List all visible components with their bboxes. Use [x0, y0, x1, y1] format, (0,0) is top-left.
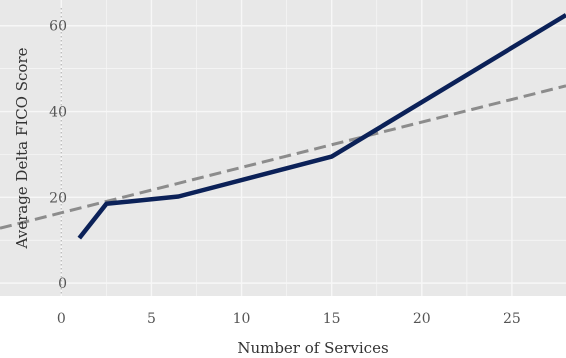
y-tick-label: 60	[49, 19, 67, 35]
x-tick-label: 15	[323, 311, 341, 327]
observed-series-line	[77, 13, 566, 240]
x-tick-label: 0	[57, 311, 66, 327]
y-axis-title: Average Delta FICO Score	[13, 47, 31, 249]
y-tick-label: 40	[49, 105, 67, 121]
x-tick-label: 25	[503, 311, 521, 327]
x-tick-labels: 0 5 10 15 20 25	[57, 311, 521, 327]
series-layer	[0, 13, 566, 240]
plot-background	[0, 0, 566, 296]
x-tick-label: 20	[413, 311, 431, 327]
y-tick-labels: 0 20 40 60	[49, 19, 67, 292]
x-axis-title: Number of Services	[237, 339, 388, 357]
x-tick-label: 5	[147, 311, 156, 327]
x-tick-label: 10	[233, 311, 251, 327]
y-tick-label: 20	[49, 190, 67, 206]
y-tick-label: 0	[58, 276, 67, 292]
trend-line-dashed	[0, 84, 566, 230]
